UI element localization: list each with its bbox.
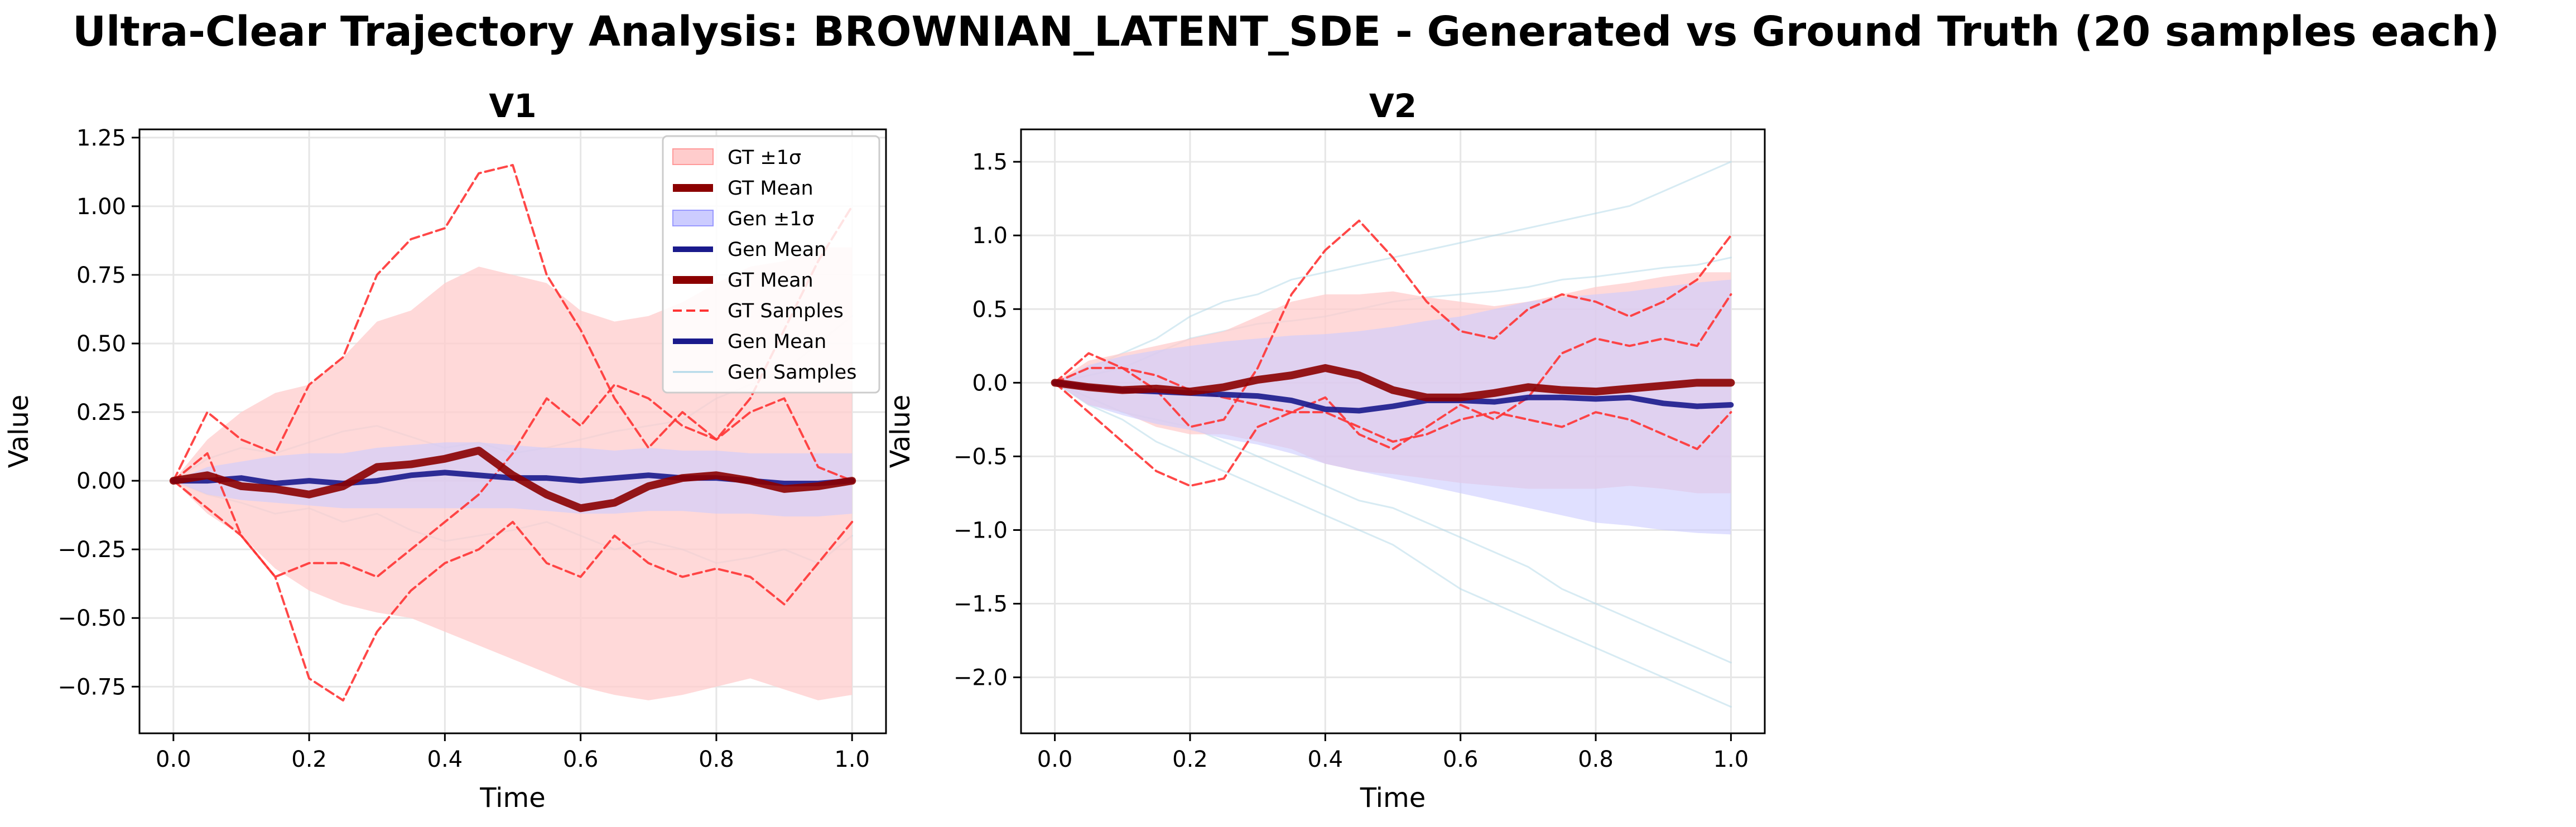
x-tick-label: 0.6 [563,747,599,772]
gt-mean-line [169,446,856,512]
y-tick-label: 1.25 [76,125,126,151]
y-tick-label: −1.0 [954,518,1008,543]
axes-frame [138,128,887,734]
y-tick-label: 1.0 [972,223,1008,249]
y-tick-label: −0.50 [57,606,126,631]
x-tick-label: 1.0 [1713,747,1749,772]
legend-label: Gen ±1σ [728,208,815,230]
gt-sample-line [172,163,854,482]
legend-label: GT Mean [728,177,813,200]
legend-label: Gen Mean [728,331,826,353]
y-tick-label: −0.75 [57,674,126,700]
panel-title: V2 [1369,87,1417,125]
axes-frame [1020,128,1766,734]
x-tick-label: 0.8 [699,747,734,772]
gt-mean-line [1051,364,1735,402]
y-tick-label: 1.00 [76,194,126,220]
legend-item: GT Samples [673,300,844,322]
y-tick-label: 0.5 [972,297,1008,322]
gt-sample-line [1053,219,1732,428]
legend-handle-patch [672,210,714,226]
y-tick-label: −0.25 [57,537,126,563]
panel-title: V1 [489,87,536,125]
x-tick-label: 1.0 [834,747,870,772]
legend-label: GT ±1σ [728,147,801,169]
x-axis-label: Time [479,782,545,814]
figure-suptitle: Ultra-Clear Trajectory Analysis: BROWNIA… [73,8,2500,56]
x-tick-label: 0.4 [1308,747,1344,772]
gen-sample-line [1054,381,1732,708]
legend-item: Gen ±1σ [672,208,815,230]
x-tick-label: 0.2 [291,747,327,772]
gt-sample-line [1053,366,1732,451]
y-tick-label: 1.5 [972,149,1008,175]
legend-item: GT Mean [673,269,813,292]
legend-item: GT ±1σ [672,147,801,169]
y-tick-label: −2.0 [954,665,1008,691]
gt-sample-line [172,480,854,702]
x-tick-label: 0.6 [1443,747,1479,772]
y-tick-label: 0.0 [972,370,1008,396]
legend-item: Gen Mean [673,331,826,353]
gt-sample-line [172,383,854,578]
x-tick-label: 0.0 [1037,747,1073,772]
gt-sample-line [1053,293,1732,487]
panel-v2: V2 Time Value 0.0 0.2 0.4 0.6 0.8 1.0 1.5 1.0 0.… [885,87,1766,814]
legend: GT ±1σ GT Mean Gen ±1σ Gen Mean GT Mean GT Sa… [662,135,880,394]
legend-label: Gen Samples [728,361,856,384]
y-tick-label: 0.75 [76,263,126,288]
legend-label: GT Samples [728,300,844,322]
legend-handle-patch [672,148,714,165]
x-tick-label: 0.8 [1578,747,1614,772]
legend-item: Gen Mean [673,239,826,261]
y-tick-label: 0.50 [76,331,126,357]
plot-area [1051,161,1735,708]
y-tick-label: 0.00 [76,468,126,494]
panel-v1: V1 Time Value 0.0 0.2 0.4 0.6 0.8 1.0 1.25 1.00… [3,87,887,814]
y-axis-label: Value [885,395,916,468]
y-tick-label: −1.5 [954,592,1008,617]
y-axis-label: Value [3,395,35,468]
legend-label: GT Mean [728,269,813,292]
x-tick-label: 0.0 [156,747,191,772]
legend-item: Gen Samples [673,361,856,384]
legend-item: GT Mean [673,177,813,200]
x-tick-label: 0.4 [427,747,463,772]
legend-label: Gen Mean [728,239,826,261]
x-tick-label: 0.2 [1172,747,1208,772]
x-axis-label: Time [1360,782,1426,814]
y-tick-label: −0.5 [954,444,1008,470]
y-tick-label: 0.25 [76,400,126,425]
legend-box [662,135,880,394]
